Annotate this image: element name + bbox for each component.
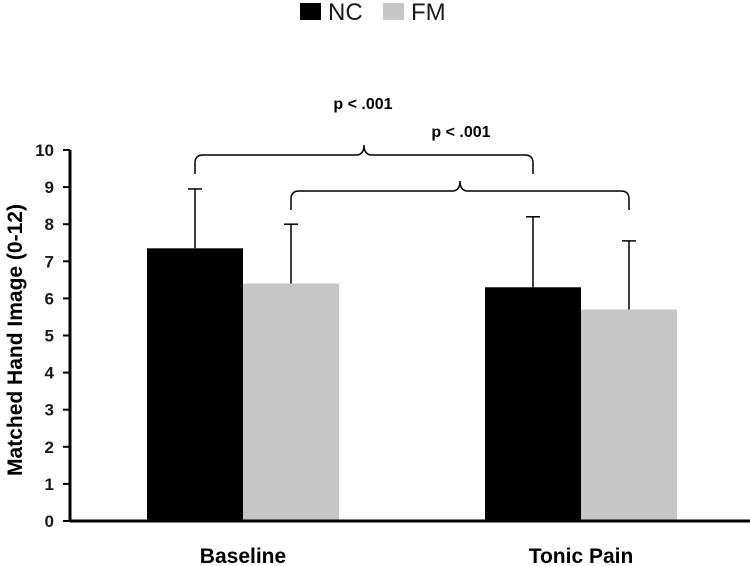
error-bars [188, 188, 636, 310]
category-label-baseline: Baseline [200, 545, 286, 566]
y-tick-label: 4 [45, 364, 55, 383]
y-tick-label: 5 [45, 327, 54, 346]
legend: NC FM [300, 0, 446, 26]
significance-bracket-fm [290, 180, 630, 210]
y-tick-label: 1 [45, 475, 54, 494]
y-tick-label: 0 [45, 512, 54, 531]
y-axis-ticks: 0 1 2 3 4 5 6 7 8 9 10 [35, 141, 70, 531]
y-tick-label: 9 [45, 178, 54, 197]
y-tick-label: 8 [45, 215, 54, 234]
bar-fm-baseline [243, 283, 339, 521]
bar-nc-baseline [147, 248, 243, 521]
y-axis-title: Matched Hand Image (0-12) [4, 204, 27, 476]
y-tick-label: 7 [45, 252, 54, 271]
y-tick-label: 6 [45, 289, 54, 308]
bar-fm-tonic-pain [581, 309, 677, 521]
legend-swatch-nc [300, 3, 321, 20]
bars [147, 248, 677, 521]
y-tick-label: 3 [45, 401, 54, 420]
bar-nc-tonic-pain [485, 287, 581, 521]
legend-label-fm: FM [411, 0, 446, 26]
category-label-tonic-pain: Tonic Pain [529, 545, 634, 566]
legend-label-nc: NC [328, 0, 363, 26]
significance-label-nc: p < .001 [333, 96, 392, 113]
y-tick-label: 2 [45, 438, 54, 457]
significance-brackets [194, 144, 630, 210]
legend-swatch-fm [383, 3, 404, 20]
y-tick-label: 10 [35, 141, 54, 160]
significance-label-fm: p < .001 [431, 124, 490, 141]
significance-bracket-nc [194, 144, 534, 174]
